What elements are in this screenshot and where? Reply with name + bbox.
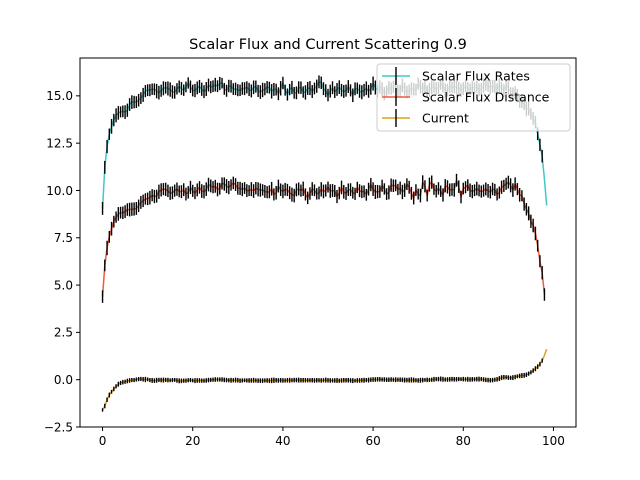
axes: 0 20 40 60 80 100 −2.5 0.0 2.5 5.0 7.5 10.0 12.5 15.0 xyxy=(44,57,577,448)
legend-label: Scalar Flux Distance xyxy=(422,90,550,105)
chart-title: Scalar Flux and Current Scattering 0.9 xyxy=(189,37,467,53)
legend-entry: Scalar Flux Rates xyxy=(382,67,530,85)
x-tick-label: 40 xyxy=(275,434,290,448)
y-tick-label: 7.5 xyxy=(54,231,73,245)
x-tick-label: 0 xyxy=(99,434,107,448)
x-tick-label: 60 xyxy=(365,434,380,448)
axes-frame xyxy=(79,57,577,428)
series-1 xyxy=(101,173,546,303)
legend-entry: Current xyxy=(382,109,469,127)
x-tick-label: 80 xyxy=(456,434,471,448)
legend-box xyxy=(376,63,571,132)
legend-label: Scalar Flux Rates xyxy=(422,69,530,84)
y-tick-label: 5.0 xyxy=(54,278,73,292)
legend-entry: Scalar Flux Distance xyxy=(382,88,550,106)
y-tick-label: 10.0 xyxy=(46,184,73,198)
y-tick-label: 12.5 xyxy=(46,136,73,150)
legend-label: Current xyxy=(422,111,469,126)
x-tick-label: 20 xyxy=(185,434,200,448)
y-tick-label: 2.5 xyxy=(54,326,73,340)
series-2 xyxy=(101,348,548,412)
y-tick-label: 15.0 xyxy=(46,89,73,103)
x-tick-label: 100 xyxy=(542,434,565,448)
y-tick-label: 0.0 xyxy=(54,373,73,387)
y-tick-label: −2.5 xyxy=(44,420,73,434)
legend: Scalar Flux Rates Scalar Flux Distance Cur… xyxy=(376,63,571,132)
